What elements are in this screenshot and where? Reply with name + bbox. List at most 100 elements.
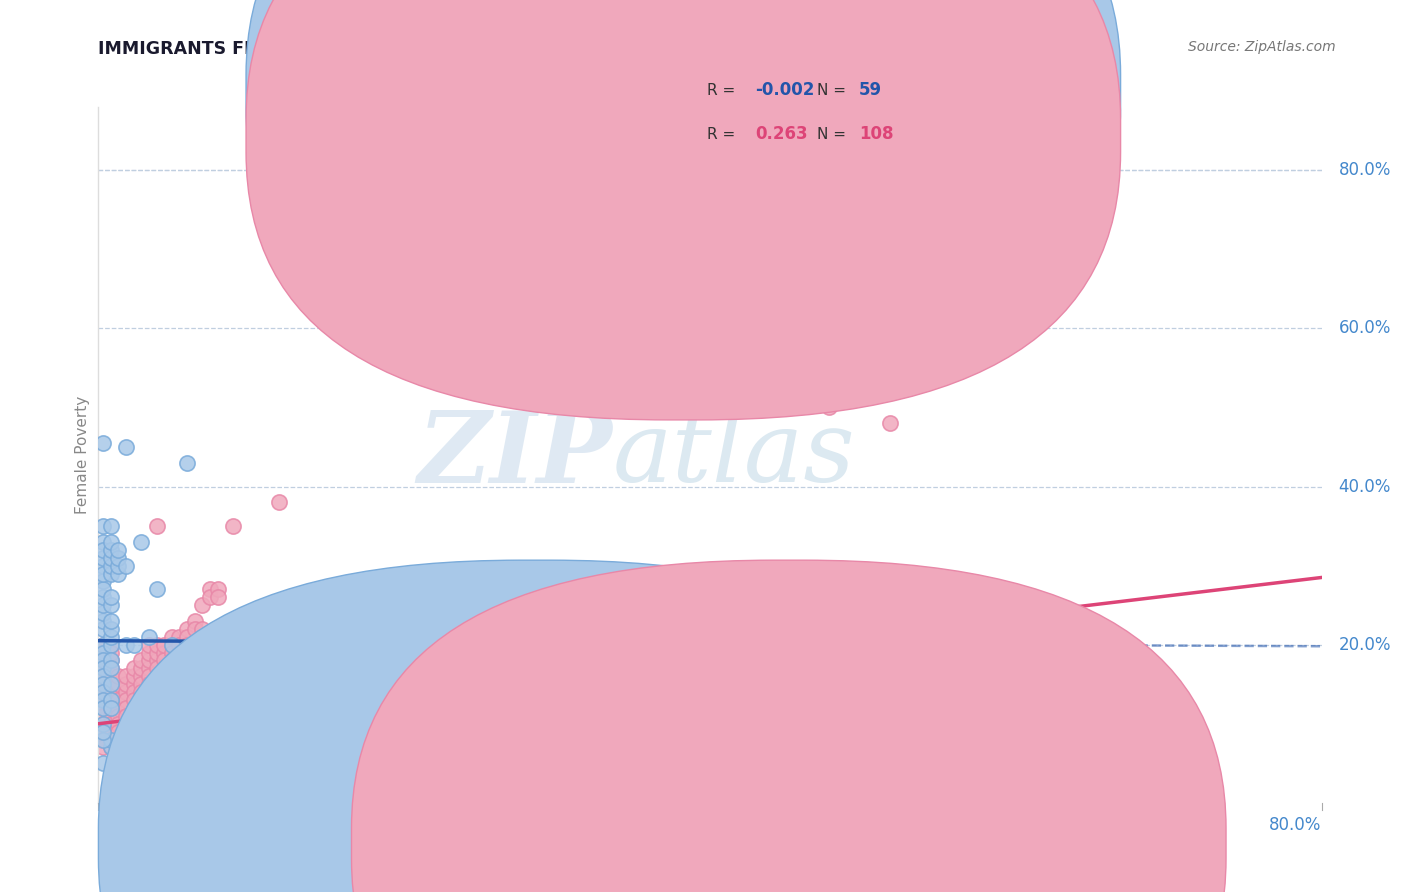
Text: IMMIGRANTS FROM THAILAND VS IMMIGRANTS FROM ASIA FEMALE POVERTY CORRELATION CHAR: IMMIGRANTS FROM THAILAND VS IMMIGRANTS F…	[98, 40, 1071, 58]
Point	[91, 740, 114, 755]
Point	[176, 456, 198, 470]
Point	[176, 646, 198, 660]
Point	[169, 638, 191, 652]
Point	[184, 614, 207, 628]
Point	[107, 724, 129, 739]
Text: R =: R =	[707, 127, 741, 142]
Point	[100, 716, 122, 731]
Point	[100, 661, 122, 675]
Point	[91, 701, 114, 715]
Point	[91, 677, 114, 691]
Point	[169, 630, 191, 644]
Point	[122, 708, 145, 723]
Point	[91, 566, 114, 581]
Point	[138, 661, 160, 675]
Point	[100, 701, 122, 715]
Point	[100, 638, 122, 652]
Point	[145, 661, 167, 675]
Point	[145, 708, 167, 723]
Point	[91, 558, 114, 573]
Point	[238, 677, 260, 691]
Point	[129, 701, 152, 715]
Point	[107, 693, 129, 707]
Point	[91, 591, 114, 605]
Point	[91, 614, 114, 628]
Point	[100, 740, 122, 755]
Point	[100, 630, 122, 644]
Point	[91, 622, 114, 636]
Point	[198, 582, 221, 597]
Text: 80.0%: 80.0%	[1339, 161, 1391, 179]
Text: 0.263: 0.263	[755, 126, 807, 144]
Point	[267, 732, 290, 747]
Point	[207, 653, 229, 667]
Point	[115, 440, 138, 454]
Point	[91, 582, 114, 597]
Point	[191, 638, 214, 652]
Text: 40.0%: 40.0%	[1339, 477, 1391, 496]
Point	[191, 685, 214, 699]
Point	[122, 693, 145, 707]
Point	[100, 740, 122, 755]
Point	[207, 582, 229, 597]
Point	[115, 677, 138, 691]
Y-axis label: Female Poverty: Female Poverty	[75, 396, 90, 514]
Point	[198, 591, 221, 605]
Point	[176, 630, 198, 644]
Text: N =: N =	[817, 83, 851, 98]
Point	[91, 550, 114, 565]
Point	[115, 716, 138, 731]
Point	[91, 685, 114, 699]
Point	[145, 519, 167, 533]
Point	[153, 661, 176, 675]
Text: Immigrants from Asia: Immigrants from Asia	[813, 837, 977, 851]
Point	[169, 646, 191, 660]
Point	[100, 598, 122, 612]
Point	[91, 638, 114, 652]
Point	[100, 669, 122, 683]
Point	[138, 630, 160, 644]
Point	[100, 693, 122, 707]
Point	[138, 646, 160, 660]
Text: atlas: atlas	[612, 408, 855, 502]
Point	[160, 669, 183, 683]
Point	[129, 661, 152, 675]
Point	[267, 495, 290, 509]
Point	[115, 669, 138, 683]
Point	[91, 574, 114, 589]
Point	[91, 716, 114, 731]
Text: 80.0%: 80.0%	[1270, 816, 1322, 834]
Point	[145, 653, 167, 667]
Point	[91, 677, 114, 691]
Point	[107, 566, 129, 581]
Point	[191, 622, 214, 636]
Point	[91, 716, 114, 731]
Point	[145, 638, 167, 652]
Point	[160, 646, 183, 660]
Text: 20.0%: 20.0%	[1339, 636, 1391, 654]
Point	[222, 638, 245, 652]
Point	[122, 685, 145, 699]
Point	[129, 685, 152, 699]
Point	[91, 638, 114, 652]
Point	[100, 622, 122, 636]
Point	[191, 630, 214, 644]
Point	[100, 677, 122, 691]
Point	[129, 693, 152, 707]
Point	[100, 724, 122, 739]
Point	[107, 685, 129, 699]
Point	[160, 661, 183, 675]
Point	[619, 298, 641, 312]
Point	[153, 646, 176, 660]
Point	[115, 701, 138, 715]
Point	[184, 622, 207, 636]
Point	[107, 542, 129, 557]
Point	[222, 519, 245, 533]
Point	[543, 243, 565, 257]
Point	[100, 693, 122, 707]
Point	[145, 582, 167, 597]
Point	[184, 653, 207, 667]
Point	[107, 669, 129, 683]
Point	[100, 519, 122, 533]
Text: ZIP: ZIP	[418, 407, 612, 503]
